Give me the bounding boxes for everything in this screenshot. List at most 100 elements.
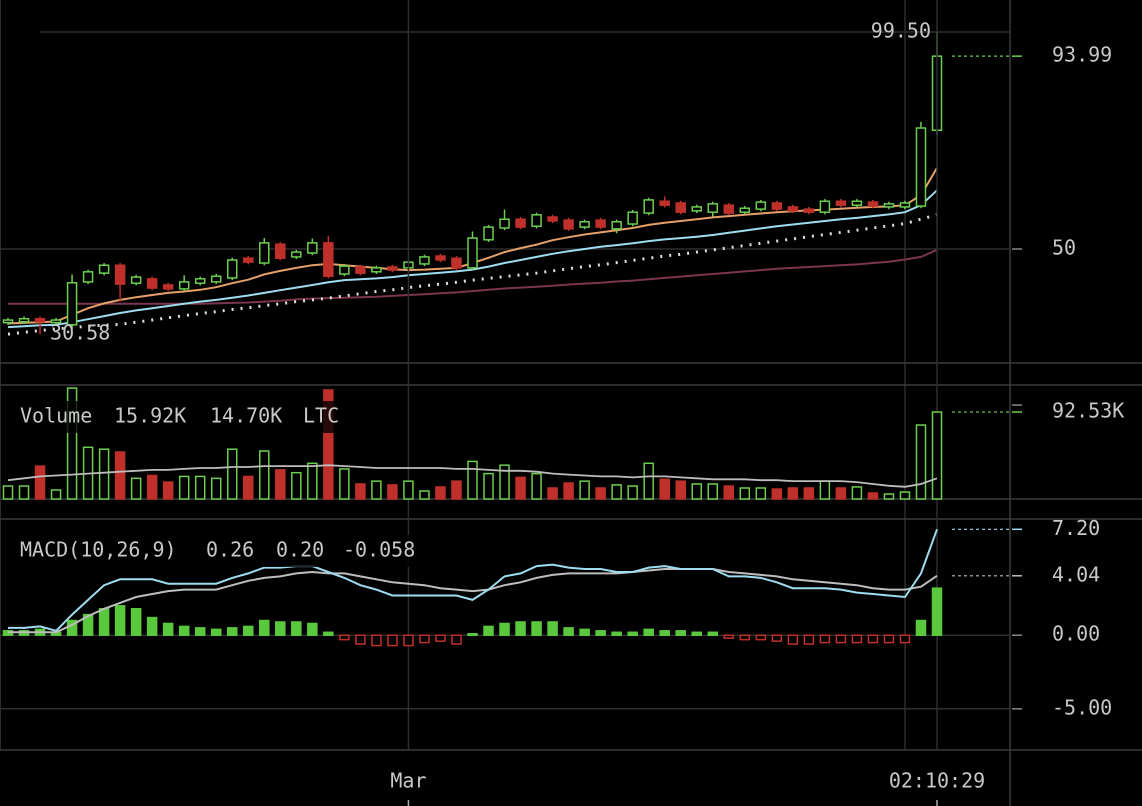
candle-body: [835, 200, 847, 206]
candle-body: [419, 256, 430, 265]
legend-value: 0.20: [276, 538, 324, 562]
legend-title: MACD(10,26,9): [20, 538, 177, 562]
volume-bar: [499, 464, 510, 500]
candle-body: [275, 243, 286, 259]
legend-background: [14, 401, 348, 433]
candle-body: [194, 278, 206, 284]
candle-body: [915, 127, 927, 207]
macd-histogram-bar: [226, 627, 238, 636]
volume-bar: [835, 487, 847, 500]
candle-body: [355, 266, 366, 274]
candle-body: [259, 242, 270, 264]
candle-body: [755, 201, 767, 210]
macd-histogram-bar: [194, 627, 206, 636]
signal-line: [8, 568, 938, 634]
macd-histogram-bar: [178, 625, 190, 636]
candle-body: [371, 267, 382, 273]
volume-bar: [194, 475, 206, 500]
candle-body: [611, 221, 622, 230]
macd-histogram-bar: [371, 634, 382, 647]
macd-histogram-bar: [771, 634, 783, 642]
candle-body: [707, 203, 719, 213]
macd-histogram-bar: [563, 627, 574, 636]
volume-bar: [531, 472, 542, 500]
candle-body: [178, 281, 190, 290]
volume-average: [7, 464, 938, 488]
candle-body: [899, 202, 911, 208]
volume-bar: [867, 492, 879, 500]
volume-bar: [162, 481, 174, 500]
last-value-label: 92.53K: [1052, 399, 1124, 423]
volume-bar: [611, 484, 622, 500]
candle-body: [851, 200, 863, 206]
volume-bar: [627, 485, 638, 500]
candle-body: [307, 242, 318, 254]
macd-histogram-bar: [803, 634, 815, 645]
macd-histogram-bar: [259, 619, 270, 636]
macd-histogram-bar: [291, 621, 302, 636]
volume-bar: [146, 474, 158, 500]
macd-histogram-bar: [851, 634, 863, 644]
macd-histogram-bar: [691, 631, 702, 636]
macd-histogram-bar: [835, 634, 847, 644]
volume-bar: [2, 485, 14, 500]
volume-bar: [210, 477, 222, 500]
volume-bar: [643, 462, 654, 500]
volume-bar: [483, 472, 494, 500]
volume-bar: [931, 411, 943, 500]
candle-body: [114, 264, 126, 285]
macd-histogram-bar: [98, 608, 110, 636]
candle-body: [226, 259, 238, 279]
volume-bar: [771, 488, 783, 500]
volume-bar: [226, 448, 238, 500]
legend-value: 0.26: [206, 538, 254, 562]
legend-background: [14, 535, 426, 567]
volume-bar: [691, 483, 702, 500]
volume-bar: [323, 389, 334, 500]
macd-histogram-bar: [210, 628, 222, 636]
x-tick-label: Mar: [390, 769, 426, 793]
candle-body: [739, 207, 751, 213]
macd-histogram-bar: [579, 628, 590, 636]
macd-histogram-bar: [339, 634, 350, 641]
macd-line: [8, 528, 938, 632]
y-tick-label: 50: [1052, 236, 1076, 260]
candle-body: [162, 284, 174, 290]
last-value-label: 93.99: [1052, 43, 1112, 67]
volume-bar: [130, 477, 142, 500]
macd-histogram-bar: [547, 621, 558, 636]
macd-histogram-bar: [451, 634, 462, 645]
macd-histogram-bar: [483, 625, 494, 636]
macd-histogram-bar: [515, 621, 526, 636]
volume-bar: [355, 483, 366, 500]
macd-histogram-bar: [114, 605, 126, 636]
macd-histogram-bar: [499, 622, 510, 636]
volume-bar: [595, 487, 606, 500]
candle-body: [451, 257, 462, 269]
volume-bar: [467, 460, 478, 500]
candle-body: [515, 218, 526, 228]
candle-body: [387, 266, 398, 271]
candle-body: [547, 216, 558, 222]
macd-histogram-bar: [787, 634, 799, 645]
candle-body: [130, 276, 142, 284]
candle-body: [659, 200, 670, 206]
candle-body: [323, 242, 334, 277]
volume-bar: [755, 487, 767, 500]
candle-body: [243, 257, 254, 263]
macd-histogram-bar: [435, 634, 446, 642]
volume-bar: [803, 487, 815, 500]
candle-body: [291, 251, 302, 258]
max-annotation: 99.50: [871, 19, 931, 43]
volume-bar: [50, 489, 62, 500]
volume-bar: [515, 476, 526, 500]
candle-body: [499, 218, 510, 229]
candle-body: [787, 206, 799, 212]
volume-bar: [291, 471, 302, 500]
candle-body: [819, 200, 831, 213]
volume-bar: [419, 490, 430, 500]
macd-histogram-bar: [627, 631, 638, 636]
last-value-label: 4.04: [1052, 562, 1100, 586]
candle-body: [483, 226, 494, 241]
candle-body: [435, 255, 446, 261]
